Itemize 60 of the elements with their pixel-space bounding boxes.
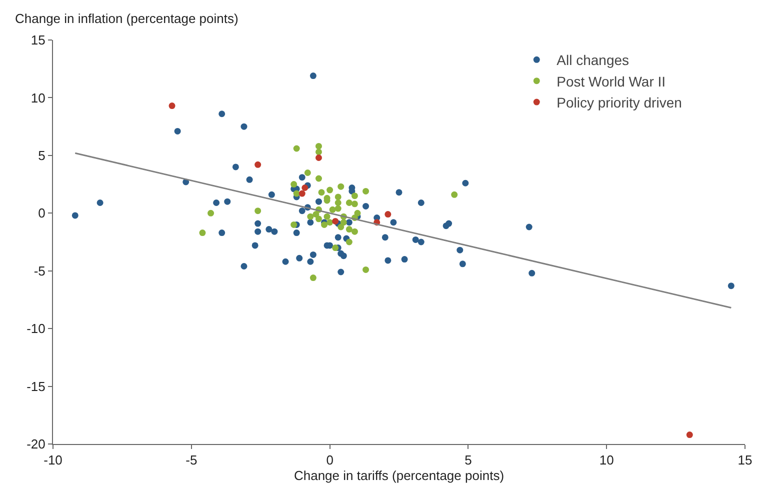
y-tick-label: 15 <box>30 32 46 48</box>
point <box>346 200 352 206</box>
point <box>351 192 358 200</box>
point <box>334 205 342 212</box>
legend-label: Policy priority driven <box>556 94 682 110</box>
point <box>307 213 314 220</box>
point <box>329 206 336 213</box>
point <box>208 210 214 216</box>
y-tick-label: -20 <box>26 436 46 452</box>
point <box>338 183 344 190</box>
legend-label: Post World War II <box>556 73 666 90</box>
point <box>324 213 330 220</box>
point <box>310 274 316 282</box>
x-tick-label: 15 <box>738 452 752 468</box>
y-axis-title: Change in inflation (percentage points) <box>15 11 238 26</box>
point <box>315 148 322 156</box>
x-axis-title: Change in tariffs (percentage points) <box>294 468 504 484</box>
point <box>315 142 322 150</box>
point <box>312 211 320 218</box>
point <box>315 216 322 222</box>
point <box>302 184 308 191</box>
point <box>332 244 339 252</box>
point <box>346 226 352 233</box>
point <box>315 154 322 161</box>
y-tick-label: 10 <box>30 90 46 106</box>
x-tick-label: 5 <box>464 452 472 468</box>
point <box>199 230 206 236</box>
point <box>351 200 358 208</box>
x-tick-label: -5 <box>186 452 198 468</box>
y-tick-label: -15 <box>26 378 46 394</box>
point <box>351 228 358 235</box>
point <box>384 211 392 218</box>
point <box>168 102 176 110</box>
point <box>290 181 298 188</box>
point <box>318 189 325 196</box>
point <box>293 145 300 152</box>
point <box>686 432 693 438</box>
point <box>254 161 262 168</box>
y-tick-label: 5 <box>38 148 46 163</box>
y-tick-label: 0 <box>38 206 46 221</box>
y-tick-label: -5 <box>34 263 46 278</box>
point <box>326 186 334 194</box>
point <box>362 188 370 194</box>
point <box>334 194 342 200</box>
legend-label: All changes <box>556 52 630 68</box>
point <box>326 219 334 226</box>
point <box>334 200 342 206</box>
x-tick-label: 0 <box>326 452 334 468</box>
point <box>451 191 458 198</box>
point <box>315 175 322 182</box>
point <box>298 190 306 197</box>
point <box>340 219 347 226</box>
point <box>254 208 262 214</box>
point <box>332 218 339 224</box>
point <box>346 238 352 246</box>
y-tick-label: -10 <box>26 321 46 336</box>
point <box>290 221 298 228</box>
point <box>362 266 370 273</box>
x-tick-label: 10 <box>599 452 614 468</box>
point <box>304 169 311 176</box>
